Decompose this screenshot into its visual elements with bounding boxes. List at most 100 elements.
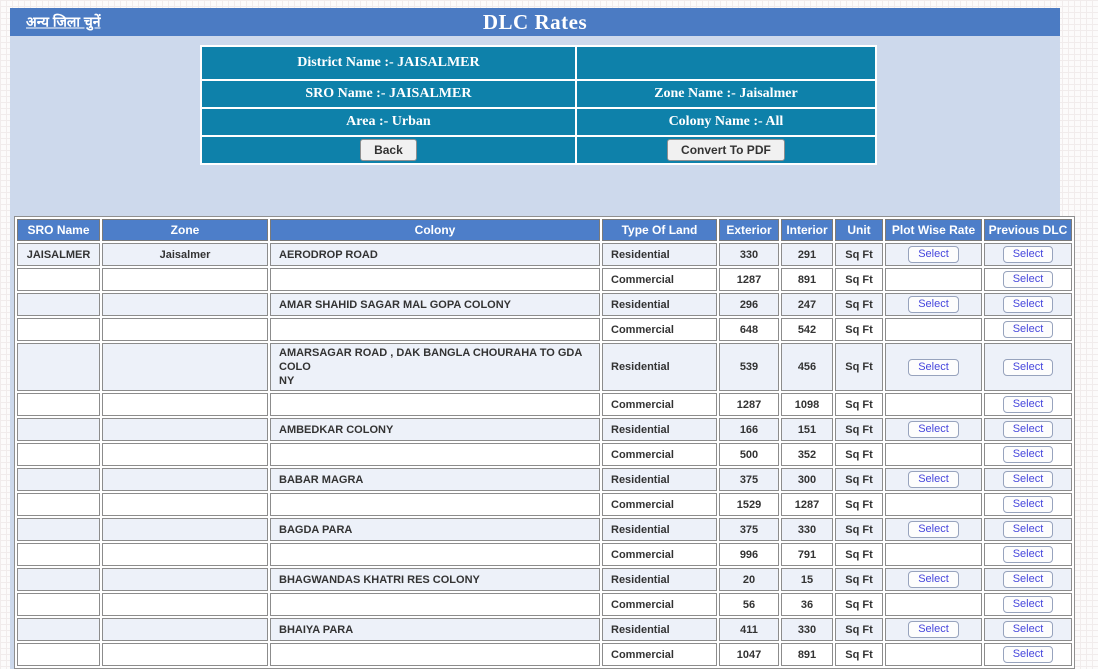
type-cell: Residential [602, 568, 717, 591]
exterior-cell: 1529 [719, 493, 779, 516]
type-cell: Residential [602, 243, 717, 266]
zone-cell [102, 493, 268, 516]
plot-wise-rate-select-button[interactable]: Select [908, 246, 959, 263]
plot-wise-rate-cell [885, 543, 982, 566]
type-cell: Commercial [602, 643, 717, 666]
unit-cell: Sq Ft [835, 493, 883, 516]
column-header: Colony [270, 219, 600, 241]
sro-cell [17, 493, 100, 516]
unit-cell: Sq Ft [835, 318, 883, 341]
table-row: Commercial 56 36 Sq Ft Select [17, 593, 1072, 616]
zone-cell [102, 543, 268, 566]
zone-cell [102, 393, 268, 416]
table-row: Commercial 1287 891 Sq Ft Select [17, 268, 1072, 291]
sro-cell [17, 443, 100, 466]
sro-cell [17, 468, 100, 491]
previous-dlc-select-button[interactable]: Select [1002, 646, 1054, 663]
interior-cell: 291 [781, 243, 833, 266]
sro-cell [17, 593, 100, 616]
previous-dlc-select-button[interactable]: Select [1002, 621, 1054, 638]
unit-cell: Sq Ft [835, 643, 883, 666]
table-row: Commercial 1287 1098 Sq Ft Select [17, 393, 1072, 416]
colony-cell: AMBEDKAR COLONY [270, 418, 600, 441]
exterior-cell: 500 [719, 443, 779, 466]
plot-wise-rate-cell: Select [885, 293, 982, 316]
previous-dlc-cell: Select [984, 518, 1072, 541]
exterior-cell: 375 [719, 518, 779, 541]
interior-cell: 352 [781, 443, 833, 466]
zone-cell [102, 418, 268, 441]
previous-dlc-cell: Select [984, 418, 1072, 441]
plot-wise-rate-cell: Select [885, 518, 982, 541]
previous-dlc-select-button[interactable]: Select [1002, 396, 1054, 413]
colony-cell: AERODROP ROAD [270, 243, 600, 266]
previous-dlc-select-button[interactable]: Select [1002, 496, 1054, 513]
choose-other-district-link[interactable]: अन्य जिला चुनें [26, 13, 101, 30]
sro-cell [17, 518, 100, 541]
sro-cell [17, 343, 100, 391]
plot-wise-rate-cell: Select [885, 468, 982, 491]
previous-dlc-select-button[interactable]: Select [1002, 446, 1054, 463]
previous-dlc-select-button[interactable]: Select [1002, 546, 1054, 563]
plot-wise-rate-select-button[interactable]: Select [908, 296, 959, 313]
column-header: Previous DLC [984, 219, 1072, 241]
colony-cell [270, 443, 600, 466]
interior-cell: 891 [781, 643, 833, 666]
table-header-row: SRO Name Zone Colony Type Of Land Exterior In… [17, 219, 1072, 241]
sro-cell [17, 418, 100, 441]
previous-dlc-select-button[interactable]: Select [1002, 521, 1054, 538]
plot-wise-rate-select-button[interactable]: Select [908, 421, 959, 438]
exterior-cell: 539 [719, 343, 779, 391]
column-header: SRO Name [17, 219, 100, 241]
back-button[interactable]: Back [360, 139, 417, 161]
colony-name-value: Colony Name :- All [574, 107, 878, 137]
interior-cell: 247 [781, 293, 833, 316]
previous-dlc-select-button[interactable]: Select [1002, 271, 1054, 288]
previous-dlc-select-button[interactable]: Select [1002, 596, 1054, 613]
interior-cell: 151 [781, 418, 833, 441]
sro-cell [17, 568, 100, 591]
unit-cell: Sq Ft [835, 418, 883, 441]
zone-cell [102, 568, 268, 591]
plot-wise-rate-select-button[interactable]: Select [908, 358, 959, 376]
plot-wise-rate-cell [885, 593, 982, 616]
type-cell: Commercial [602, 268, 717, 291]
plot-wise-rate-select-button[interactable]: Select [908, 571, 959, 588]
colony-cell: BHAIYA PARA [270, 618, 600, 641]
colony-cell [270, 643, 600, 666]
previous-dlc-select-button[interactable]: Select [1002, 571, 1054, 588]
summary-panel: District Name :- JAISALMER SRO Name :- J… [200, 45, 878, 165]
previous-dlc-select-button[interactable]: Select [1002, 296, 1054, 313]
exterior-cell: 1287 [719, 268, 779, 291]
previous-dlc-select-button[interactable]: Select [1002, 321, 1054, 338]
plot-wise-rate-select-button[interactable]: Select [908, 621, 959, 638]
type-cell: Commercial [602, 543, 717, 566]
type-cell: Residential [602, 418, 717, 441]
zone-cell [102, 343, 268, 391]
type-cell: Residential [602, 293, 717, 316]
sro-cell [17, 268, 100, 291]
interior-cell: 542 [781, 318, 833, 341]
plot-wise-rate-select-button[interactable]: Select [908, 521, 959, 538]
zone-name-value: Zone Name :- Jaisalmer [574, 79, 878, 109]
unit-cell: Sq Ft [835, 393, 883, 416]
plot-wise-rate-select-button[interactable]: Select [908, 471, 959, 488]
previous-dlc-select-button[interactable]: Select [1002, 358, 1054, 376]
previous-dlc-select-button[interactable]: Select [1002, 471, 1054, 488]
convert-to-pdf-button[interactable]: Convert To PDF [667, 139, 785, 161]
colony-cell: AMAR SHAHID SAGAR MAL GOPA COLONY [270, 293, 600, 316]
previous-dlc-select-button[interactable]: Select [1002, 246, 1054, 263]
unit-cell: Sq Ft [835, 518, 883, 541]
interior-cell: 1098 [781, 393, 833, 416]
previous-dlc-cell: Select [984, 243, 1072, 266]
unit-cell: Sq Ft [835, 468, 883, 491]
previous-dlc-select-button[interactable]: Select [1002, 421, 1054, 438]
plot-wise-rate-cell: Select [885, 243, 982, 266]
column-header: Unit [835, 219, 883, 241]
table-row: AMAR SHAHID SAGAR MAL GOPA COLONY Residen… [17, 293, 1072, 316]
table-row: Commercial 1529 1287 Sq Ft Select [17, 493, 1072, 516]
summary-empty-cell [574, 45, 878, 81]
unit-cell: Sq Ft [835, 568, 883, 591]
interior-cell: 300 [781, 468, 833, 491]
table-row: BHAIYA PARA Residential 411 330 Sq Ft Select S… [17, 618, 1072, 641]
